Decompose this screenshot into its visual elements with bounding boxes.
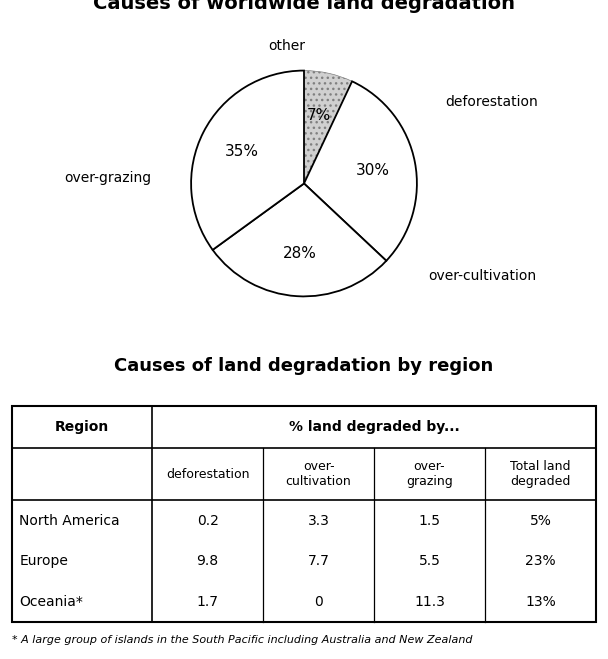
Text: 30%: 30%: [356, 163, 390, 178]
Text: 13%: 13%: [525, 595, 556, 609]
Text: North America: North America: [19, 513, 120, 528]
Wedge shape: [304, 81, 417, 261]
Text: 0: 0: [314, 595, 323, 609]
Text: 35%: 35%: [224, 144, 258, 159]
Text: deforestation: deforestation: [166, 468, 249, 481]
Text: 11.3: 11.3: [414, 595, 445, 609]
Text: 5.5: 5.5: [418, 554, 440, 568]
Text: 28%: 28%: [283, 246, 317, 261]
Text: 23%: 23%: [525, 554, 556, 568]
Title: Causes of worldwide land degradation: Causes of worldwide land degradation: [93, 0, 515, 13]
Text: Region: Region: [55, 420, 109, 434]
Text: Europe: Europe: [19, 554, 68, 568]
Text: * A large group of islands in the South Pacific including Australia and New Zeal: * A large group of islands in the South …: [12, 635, 472, 645]
Text: % land degraded by...: % land degraded by...: [289, 420, 460, 434]
Wedge shape: [191, 71, 304, 250]
Wedge shape: [304, 71, 352, 183]
Text: other: other: [269, 39, 306, 53]
Text: 0.2: 0.2: [197, 513, 219, 528]
Text: deforestation: deforestation: [445, 95, 538, 109]
Text: 5%: 5%: [530, 513, 551, 528]
Text: 3.3: 3.3: [308, 513, 330, 528]
Text: 1.7: 1.7: [196, 595, 219, 609]
Text: 1.5: 1.5: [418, 513, 441, 528]
Wedge shape: [213, 183, 386, 297]
Text: 9.8: 9.8: [196, 554, 219, 568]
Text: Oceania*: Oceania*: [19, 595, 83, 609]
Text: Causes of land degradation by region: Causes of land degradation by region: [114, 357, 494, 376]
Text: over-
cultivation: over- cultivation: [286, 461, 351, 488]
Text: Total land
degraded: Total land degraded: [510, 461, 571, 488]
Text: 7%: 7%: [307, 107, 331, 123]
Text: over-grazing: over-grazing: [64, 171, 151, 185]
Text: 7.7: 7.7: [308, 554, 330, 568]
Text: over-
grazing: over- grazing: [406, 461, 453, 488]
Text: over-cultivation: over-cultivation: [428, 269, 536, 283]
